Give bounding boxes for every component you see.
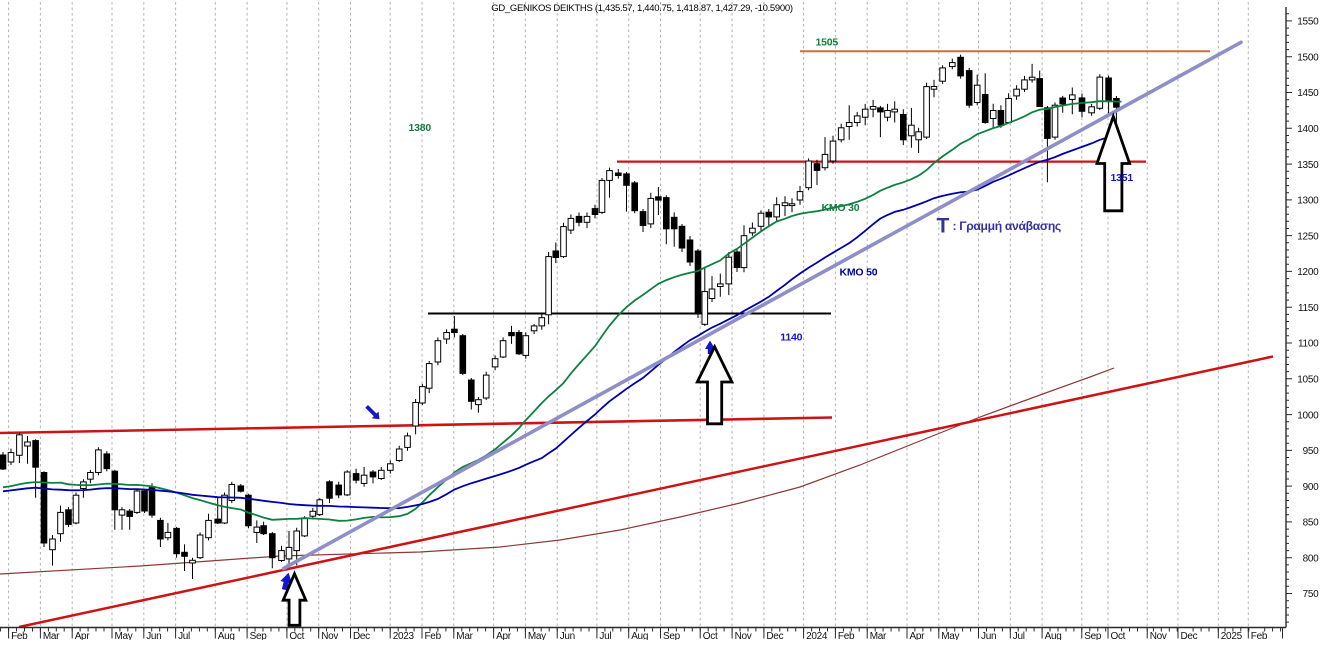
svg-text:2023: 2023 <box>393 631 415 640</box>
svg-text:May: May <box>528 631 546 640</box>
svg-text:Feb: Feb <box>11 631 28 640</box>
svg-text:Oct: Oct <box>703 631 718 640</box>
svg-text:1450: 1450 <box>1297 88 1319 99</box>
svg-text:850: 850 <box>1303 518 1320 529</box>
svg-text:1000: 1000 <box>1297 410 1319 421</box>
svg-text:1300: 1300 <box>1297 196 1319 207</box>
svg-text:Feb: Feb <box>425 631 442 640</box>
svg-text:1100: 1100 <box>1298 339 1319 350</box>
svg-text:900: 900 <box>1303 482 1320 493</box>
svg-text:950: 950 <box>1303 446 1320 457</box>
svg-text:Aug: Aug <box>1045 631 1062 640</box>
svg-text:: Γραμμή ανάβασης: : Γραμμή ανάβασης <box>953 219 1061 233</box>
svg-text:1500: 1500 <box>1297 52 1319 63</box>
svg-text:Sep: Sep <box>1084 631 1102 640</box>
svg-text:800: 800 <box>1303 553 1320 564</box>
svg-text:1050: 1050 <box>1297 375 1319 386</box>
svg-text:Aug: Aug <box>218 631 235 640</box>
svg-text:Apr: Apr <box>910 631 926 640</box>
svg-text:1250: 1250 <box>1297 231 1319 242</box>
svg-text:750: 750 <box>1303 589 1320 600</box>
svg-text:Dec: Dec <box>1181 631 1198 640</box>
svg-text:Sep: Sep <box>250 631 268 640</box>
svg-text:1150: 1150 <box>1298 303 1319 314</box>
svg-text:Jul: Jul <box>1013 631 1025 640</box>
svg-text:Jun: Jun <box>146 631 161 640</box>
svg-text:1550: 1550 <box>1297 17 1319 28</box>
svg-text:Jun: Jun <box>560 631 575 640</box>
svg-text:Jun: Jun <box>981 631 996 640</box>
svg-text:2024: 2024 <box>806 631 828 640</box>
svg-text:Oct: Oct <box>289 631 304 640</box>
svg-text:Nov: Nov <box>321 631 338 640</box>
svg-text:Feb: Feb <box>838 631 855 640</box>
svg-text:Nov: Nov <box>735 631 752 640</box>
svg-text:Apr: Apr <box>75 631 91 640</box>
svg-text:1140: 1140 <box>780 331 802 343</box>
svg-text:May: May <box>941 631 959 640</box>
svg-text:May: May <box>115 631 133 640</box>
svg-text:Oct: Oct <box>1111 631 1126 640</box>
svg-text:Mar: Mar <box>43 631 60 640</box>
svg-text:1350: 1350 <box>1297 160 1319 171</box>
svg-text:Mar: Mar <box>456 631 473 640</box>
svg-text:T: T <box>937 215 950 238</box>
svg-text:Dec: Dec <box>353 631 370 640</box>
svg-text:Mar: Mar <box>870 631 887 640</box>
svg-text:1400: 1400 <box>1297 124 1319 135</box>
svg-text:Aug: Aug <box>631 631 648 640</box>
svg-text:Feb: Feb <box>1251 631 1268 640</box>
svg-text:1505: 1505 <box>816 37 839 49</box>
svg-text:Sep: Sep <box>663 631 681 640</box>
svg-text:Dec: Dec <box>766 631 783 640</box>
svg-text:1380: 1380 <box>409 122 432 134</box>
svg-text:GD_GENIKOS DEIKTHS (1,435.57,: GD_GENIKOS DEIKTHS (1,435.57, 1,440.75, … <box>491 3 793 14</box>
svg-text:1200: 1200 <box>1297 267 1319 278</box>
svg-text:1351: 1351 <box>1111 172 1134 184</box>
svg-text:Jul: Jul <box>178 631 190 640</box>
svg-text:2025: 2025 <box>1221 631 1243 640</box>
svg-text:KMO 30: KMO 30 <box>822 202 860 214</box>
svg-text:Nov: Nov <box>1150 631 1167 640</box>
svg-text:KMO 50: KMO 50 <box>840 266 878 278</box>
svg-text:Apr: Apr <box>496 631 512 640</box>
svg-text:Jul: Jul <box>599 631 611 640</box>
